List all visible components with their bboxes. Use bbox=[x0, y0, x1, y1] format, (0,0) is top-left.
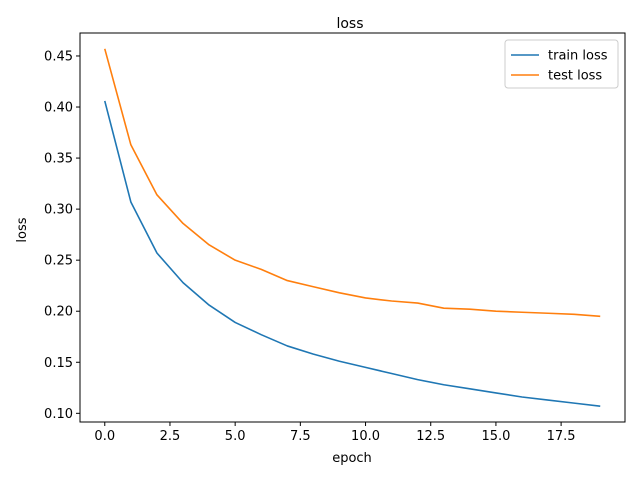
series-line-train-loss bbox=[103, 100, 601, 407]
x-axis: 0.0 2.5 5.0 7.5 10.0 12.5 15.0 17.5 bbox=[94, 422, 576, 444]
x-tick-label: 12.5 bbox=[416, 429, 445, 444]
x-tick-label: 0.0 bbox=[94, 429, 115, 444]
y-tick-label: 0.35 bbox=[44, 152, 73, 167]
x-tick-label: 15.0 bbox=[481, 429, 510, 444]
y-tick-label: 0.40 bbox=[44, 101, 73, 116]
y-tick-label: 0.30 bbox=[44, 203, 73, 218]
y-axis-label: loss bbox=[15, 217, 30, 242]
legend-box bbox=[504, 39, 619, 89]
x-tick-label: 7.5 bbox=[290, 429, 311, 444]
y-tick-label: 0.25 bbox=[44, 254, 73, 269]
x-axis-label: epoch bbox=[332, 451, 372, 466]
legend-label: train loss bbox=[548, 49, 608, 64]
series-line-test-loss bbox=[103, 48, 601, 318]
legend: train loss test loss bbox=[504, 39, 619, 89]
y-axis: 0.10 0.15 0.20 0.25 0.30 0.35 0.40 0.45 bbox=[44, 49, 80, 422]
y-tick-label: 0.20 bbox=[44, 305, 73, 320]
x-tick-label: 10.0 bbox=[351, 429, 380, 444]
y-tick-label: 0.10 bbox=[44, 407, 73, 422]
y-tick-label: 0.45 bbox=[44, 49, 73, 64]
plot-area bbox=[103, 48, 601, 407]
x-tick-label: 5.0 bbox=[225, 429, 246, 444]
chart-title: loss bbox=[336, 16, 363, 32]
legend-label: test loss bbox=[548, 69, 602, 84]
y-tick-label: 0.15 bbox=[44, 356, 73, 371]
axes-frame bbox=[79, 32, 626, 423]
x-tick-label: 17.5 bbox=[547, 429, 576, 444]
x-tick-label: 2.5 bbox=[160, 429, 181, 444]
